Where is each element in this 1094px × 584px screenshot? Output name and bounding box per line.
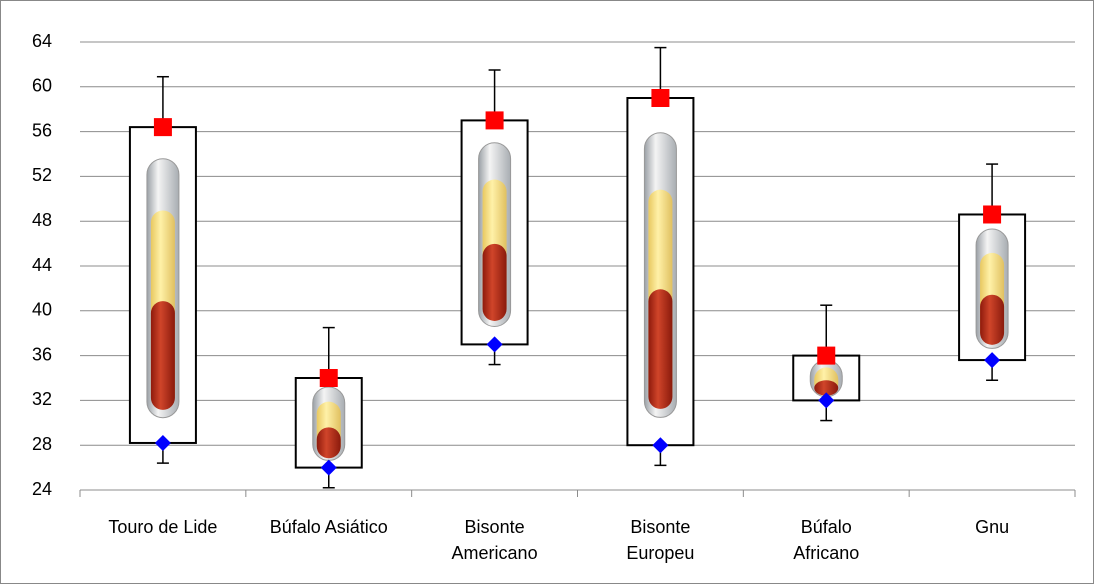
tube-blood — [151, 301, 175, 410]
x-tick-label: Bisonte Europeu — [577, 514, 743, 566]
y-tick-label: 24 — [32, 479, 52, 499]
high-marker — [817, 347, 835, 365]
chart-svg: 24 28 32 36 40 44 48 52 56 60 64 — [0, 0, 1094, 584]
y-tick-label: 56 — [32, 120, 52, 140]
y-tick-label: 40 — [32, 300, 52, 320]
tube-blood — [980, 295, 1004, 345]
y-tick-label: 28 — [32, 434, 52, 454]
y-tick-label: 44 — [32, 255, 52, 275]
y-tick-label: 64 — [32, 31, 52, 51]
y-tick-label: 36 — [32, 344, 52, 364]
high-marker — [651, 89, 669, 107]
x-tick-label: Touro de Lide — [80, 514, 246, 540]
tube-blood — [483, 244, 507, 321]
y-tick-label: 60 — [32, 76, 52, 96]
x-tick-label: Gnu — [909, 514, 1075, 540]
high-marker — [320, 369, 338, 387]
x-tick-label: Búfalo Africano — [743, 514, 909, 566]
tube-blood — [317, 427, 341, 458]
chart: 2428323640444852566064 Touro de LideBúfa… — [0, 0, 1094, 584]
tube-blood — [648, 289, 672, 409]
high-marker — [983, 205, 1001, 223]
high-marker — [154, 118, 172, 136]
y-tick-label: 48 — [32, 210, 52, 230]
y-tick-label: 52 — [32, 165, 52, 185]
y-tick-label: 32 — [32, 389, 52, 409]
high-marker — [486, 111, 504, 129]
x-tick-label: Búfalo Asiático — [246, 514, 412, 540]
x-tick-label: Bisonte Americano — [412, 514, 578, 566]
